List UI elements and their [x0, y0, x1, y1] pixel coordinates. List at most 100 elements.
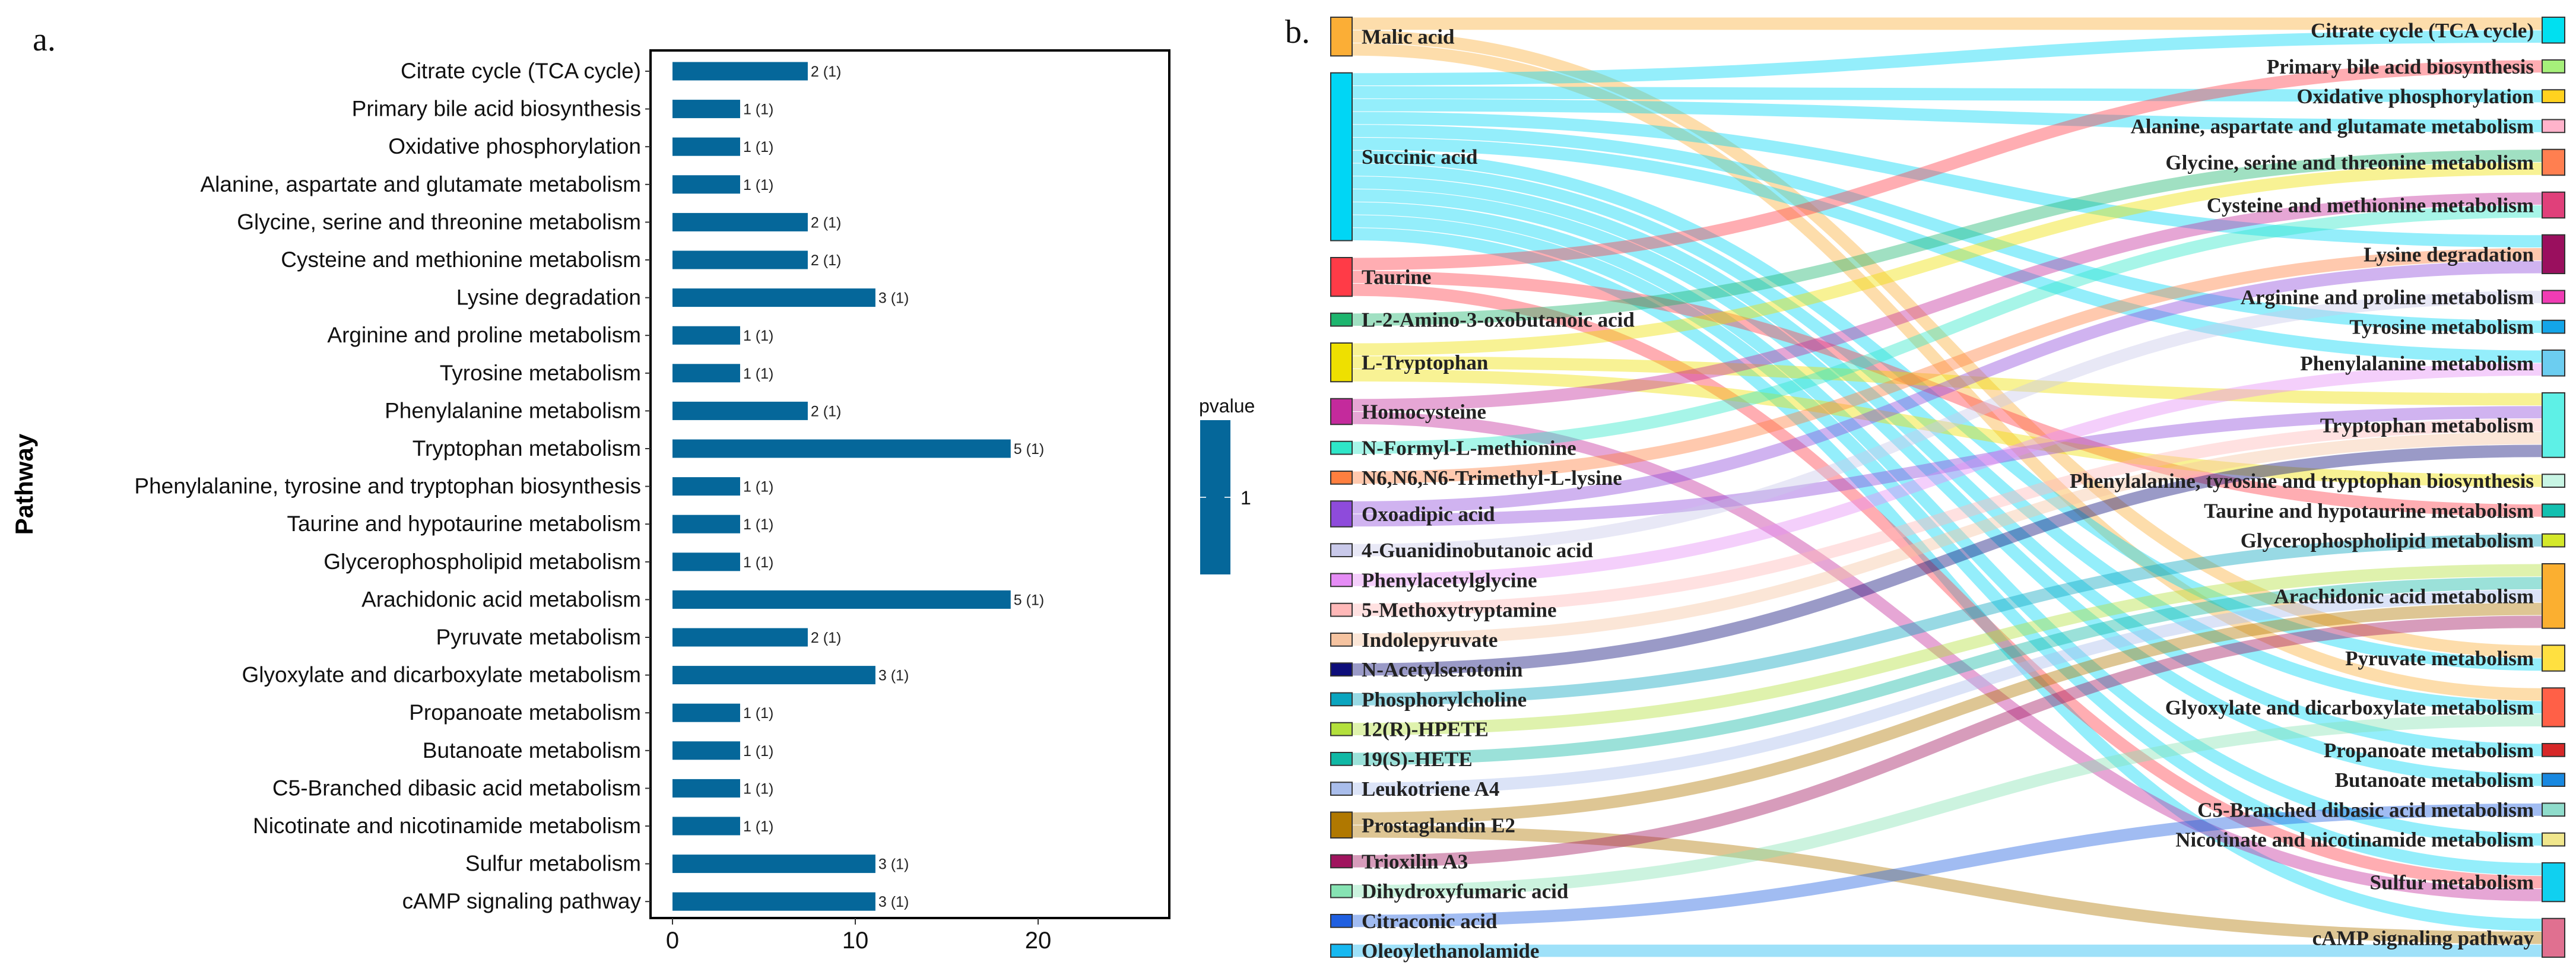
- bar-value-label: 3 (1): [878, 668, 909, 684]
- sankey-link: [1352, 534, 2543, 706]
- target-node: [2542, 832, 2565, 847]
- bar-value-label: 1 (1): [743, 366, 773, 382]
- x-tick-label: 20: [1025, 928, 1052, 954]
- bar: [672, 590, 1011, 609]
- target-node-label: Alanine, aspartate and glutamate metabol…: [2130, 115, 2534, 138]
- source-node: [1330, 72, 1353, 242]
- target-node-label: Citrate cycle (TCA cycle): [2311, 19, 2534, 42]
- source-node-label: 12(R)-HPETE: [1362, 718, 1489, 741]
- legend-tick-label: 1: [1241, 487, 1251, 509]
- source-node: [1330, 752, 1353, 766]
- bar: [672, 779, 740, 798]
- category-label: Phenylalanine, tyrosine and tryptophan b…: [134, 474, 641, 498]
- bar: [672, 817, 740, 836]
- category-label: Oxidative phosphorylation: [388, 134, 641, 158]
- category-label: Citrate cycle (TCA cycle): [401, 59, 641, 83]
- source-node-label: Succinic acid: [1362, 145, 1478, 169]
- source-node: [1330, 722, 1353, 736]
- source-node: [1330, 573, 1353, 587]
- target-node: [2542, 17, 2565, 44]
- panel-b-label: b.: [1285, 14, 1310, 50]
- category-label: cAMP signaling pathway: [402, 889, 642, 913]
- sankey-link: [1352, 577, 2543, 766]
- sankey-link: [1352, 271, 2543, 517]
- category-label: Taurine and hypotaurine metabolism: [287, 512, 641, 536]
- source-node-label: Dihydroxyfumaric acid: [1362, 880, 1569, 903]
- source-node: [1330, 633, 1353, 647]
- bar-value-label: 3 (1): [878, 290, 909, 307]
- source-node-label: Leukotriene A4: [1362, 777, 1499, 801]
- bar: [672, 741, 740, 760]
- target-node-label: Phenylalanine, tyrosine and tryptophan b…: [2070, 469, 2534, 493]
- target-node-label: Butanoate metabolism: [2335, 768, 2534, 792]
- bar-value-label: 1 (1): [743, 818, 773, 835]
- bar-value-label: 2 (1): [811, 403, 841, 420]
- source-node: [1330, 543, 1353, 557]
- legend-title: pvalue: [1199, 395, 1255, 417]
- target-node-label: Nicotinate and nicotinamide metabolism: [2175, 828, 2534, 852]
- bar-value-label: 1 (1): [743, 328, 773, 344]
- target-node: [2542, 89, 2565, 103]
- target-node: [2542, 59, 2565, 74]
- target-node: [2542, 119, 2565, 134]
- sankey-link: [1352, 248, 2543, 484]
- target-node: [2542, 319, 2565, 334]
- source-node: [1330, 440, 1353, 455]
- sankey-link: [1352, 444, 2543, 676]
- source-node-label: Oleoylethanolamide: [1362, 939, 1539, 963]
- source-node-label: Prostaglandin E2: [1362, 814, 1515, 837]
- sankey-link: [1352, 564, 2543, 736]
- category-label: Cysteine and methionine metabolism: [281, 247, 641, 272]
- category-label: Alanine, aspartate and glutamate metabol…: [201, 172, 642, 196]
- target-node: [2542, 290, 2565, 304]
- source-node: [1330, 944, 1353, 958]
- source-node-label: Trioxilin A3: [1362, 850, 1468, 873]
- target-node-label: Propanoate metabolism: [2324, 739, 2534, 762]
- target-node: [2542, 687, 2565, 728]
- target-node: [2542, 392, 2565, 458]
- bar: [672, 288, 875, 307]
- target-node-label: Glycerophospholipid metabolism: [2241, 529, 2534, 552]
- sankey-link: [1352, 363, 2543, 586]
- sankey-link: [1352, 30, 2543, 658]
- source-node-label: N-Formyl-L-methionine: [1362, 437, 1576, 460]
- bar-value-label: 1 (1): [743, 743, 773, 760]
- target-node-label: cAMP signaling pathway: [2312, 926, 2534, 949]
- source-node-label: Citraconic acid: [1362, 910, 1498, 933]
- bar-value-label: 3 (1): [878, 894, 909, 910]
- bar: [672, 703, 740, 722]
- source-node-label: Indolepyruvate: [1362, 628, 1498, 652]
- category-label: Phenylalanine metabolism: [385, 398, 641, 423]
- bar: [672, 628, 808, 647]
- target-node-label: C5-Branched dibasic acid metabolism: [2197, 798, 2534, 821]
- target-node: [2542, 917, 2565, 958]
- source-node: [1330, 811, 1353, 839]
- bar: [672, 666, 875, 685]
- target-node: [2542, 743, 2565, 757]
- source-node: [1330, 662, 1353, 677]
- sankey-link: [1352, 406, 2543, 527]
- sankey-link: [1352, 291, 2543, 557]
- sankey-link: [1352, 43, 2543, 701]
- sankey-link: [1352, 189, 2543, 786]
- bar-value-label: 1 (1): [743, 554, 773, 571]
- target-node-label: Glyoxylate and dicarboxylate metabolism: [2165, 696, 2534, 719]
- category-label: Glyoxylate and dicarboxylate metabolism: [242, 663, 642, 687]
- source-node: [1330, 884, 1353, 898]
- target-node-label: Lysine degradation: [2364, 243, 2534, 266]
- target-node: [2542, 862, 2565, 903]
- target-node-label: Taurine and hypotaurine metabolism: [2204, 499, 2534, 522]
- bar-value-label: 1 (1): [743, 516, 773, 533]
- sankey-link: [1352, 192, 2543, 411]
- source-node-label: 5-Methoxytryptamine: [1362, 599, 1557, 622]
- bar-value-label: 5 (1): [1014, 441, 1044, 458]
- category-label: Pyruvate metabolism: [436, 625, 641, 649]
- bar: [672, 364, 740, 383]
- source-node-label: L-Tryptophan: [1362, 351, 1488, 374]
- bar-value-label: 3 (1): [878, 856, 909, 873]
- target-node-label: Tryptophan metabolism: [2320, 414, 2534, 437]
- sankey-link: [1352, 590, 2543, 795]
- sankey-link: [1352, 369, 2543, 487]
- source-node-label: Homocysteine: [1362, 401, 1486, 424]
- panel-a-label: a.: [33, 21, 56, 58]
